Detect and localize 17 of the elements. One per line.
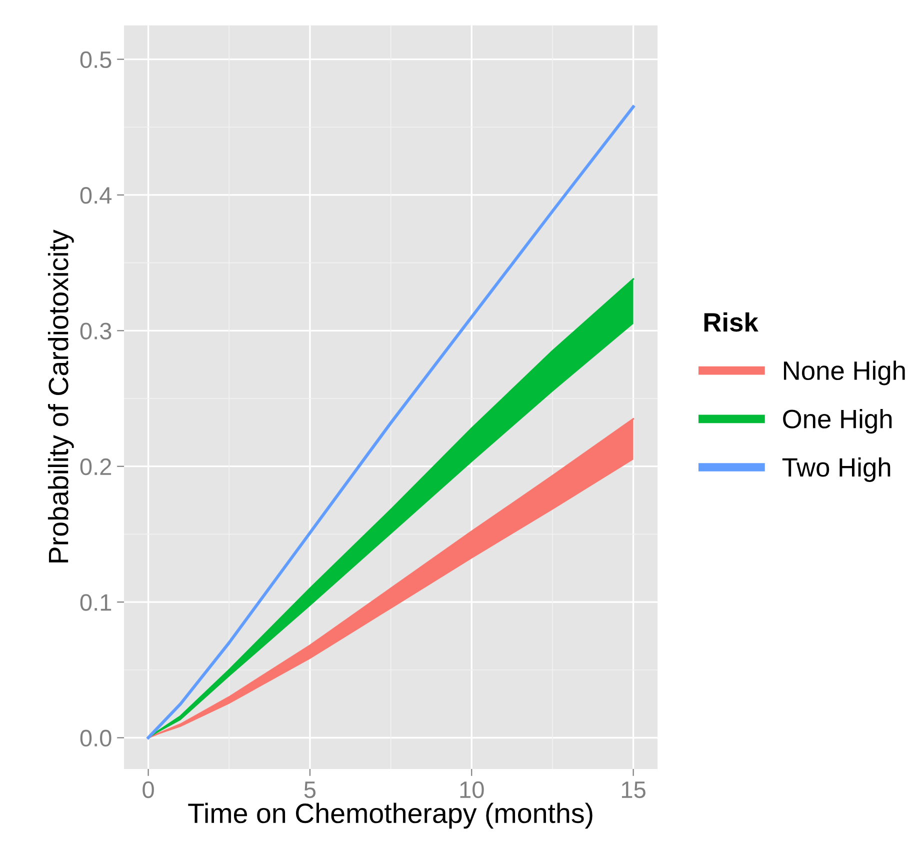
y-tick-label: 0.5 <box>80 51 112 68</box>
y-tick-label: 0.3 <box>80 322 112 340</box>
x-tick-label: 10 <box>460 781 484 798</box>
legend-label: Two High <box>782 457 890 482</box>
y-tick-label: 0.4 <box>80 187 112 204</box>
x-tick-label: 15 <box>622 782 646 798</box>
line-series <box>146 105 635 740</box>
legend-title: Risk <box>704 312 758 332</box>
legend-label: One High <box>783 409 892 434</box>
x-axis-title: Time on Chemotherapy (months) <box>188 802 592 829</box>
x-tick-label: 0 <box>142 781 154 798</box>
y-axis-title: Probability of Cardiotoxicity <box>48 230 74 562</box>
legend-label: None High <box>784 360 905 386</box>
y-tick-label: 0.2 <box>80 458 112 476</box>
y-tick-label: 0.0 <box>80 730 112 747</box>
y-tick-label: 0.1 <box>80 594 112 611</box>
x-tick-label: 5 <box>304 782 316 798</box>
